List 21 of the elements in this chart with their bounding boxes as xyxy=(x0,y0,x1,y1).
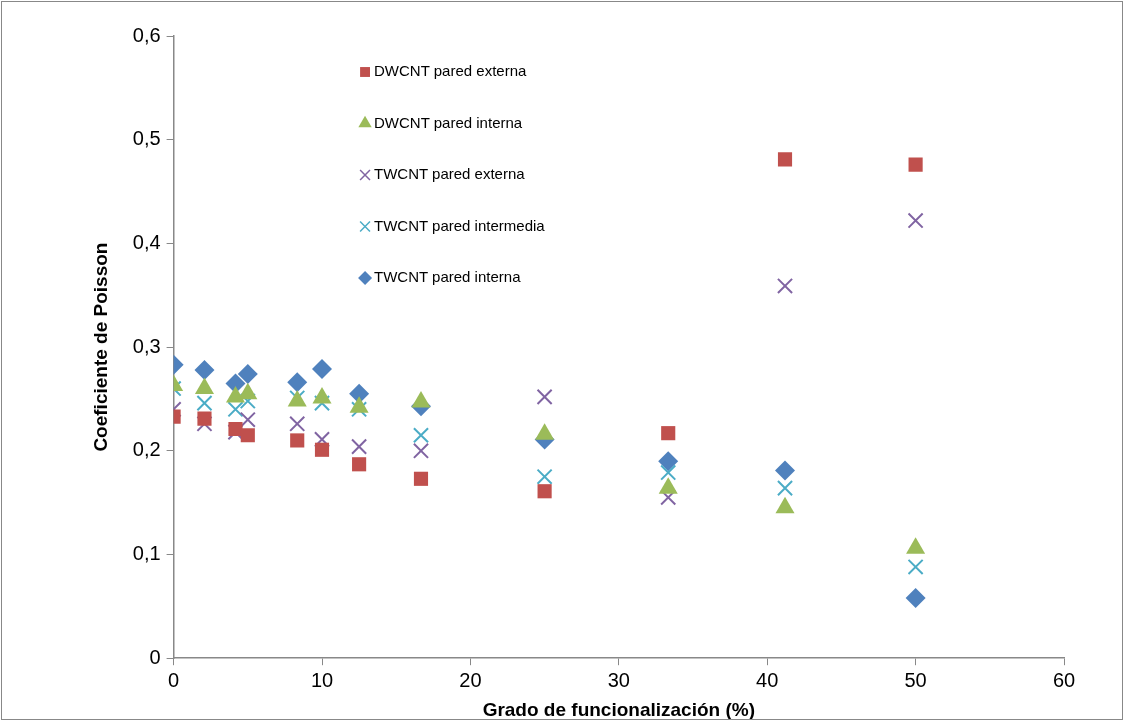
y-tick-label: 0,6 xyxy=(132,23,161,46)
legend-label: TWCNT pared intermedia xyxy=(374,216,546,234)
y-tick-label: 0,3 xyxy=(132,334,161,357)
y-tick-label: 0,2 xyxy=(132,438,161,461)
legend-label: TWCNT pared interna xyxy=(374,268,522,286)
y-tick-label: 0,5 xyxy=(132,127,161,150)
y-tick-label: 0,1 xyxy=(132,542,161,565)
x-tick-label: 60 xyxy=(1052,668,1076,691)
x-axis-title: Grado de funcionalización (%) xyxy=(482,698,755,720)
legend-label: DWCNT pared externa xyxy=(374,62,527,80)
y-axis-title: Coeficiente de Poisson xyxy=(89,242,111,452)
legend-label: TWCNT pared externa xyxy=(374,165,526,183)
y-tick-label: 0 xyxy=(149,645,161,668)
x-tick-label: 50 xyxy=(904,668,927,691)
y-tick-label: 0,4 xyxy=(132,230,161,253)
x-tick-label: 30 xyxy=(607,668,630,691)
x-tick-label: 20 xyxy=(459,668,482,691)
x-tick-label: 40 xyxy=(756,668,779,691)
legend-label: DWCNT pared interna xyxy=(374,113,523,131)
x-tick-label: 10 xyxy=(310,668,334,691)
x-tick-label: 0 xyxy=(168,668,180,691)
